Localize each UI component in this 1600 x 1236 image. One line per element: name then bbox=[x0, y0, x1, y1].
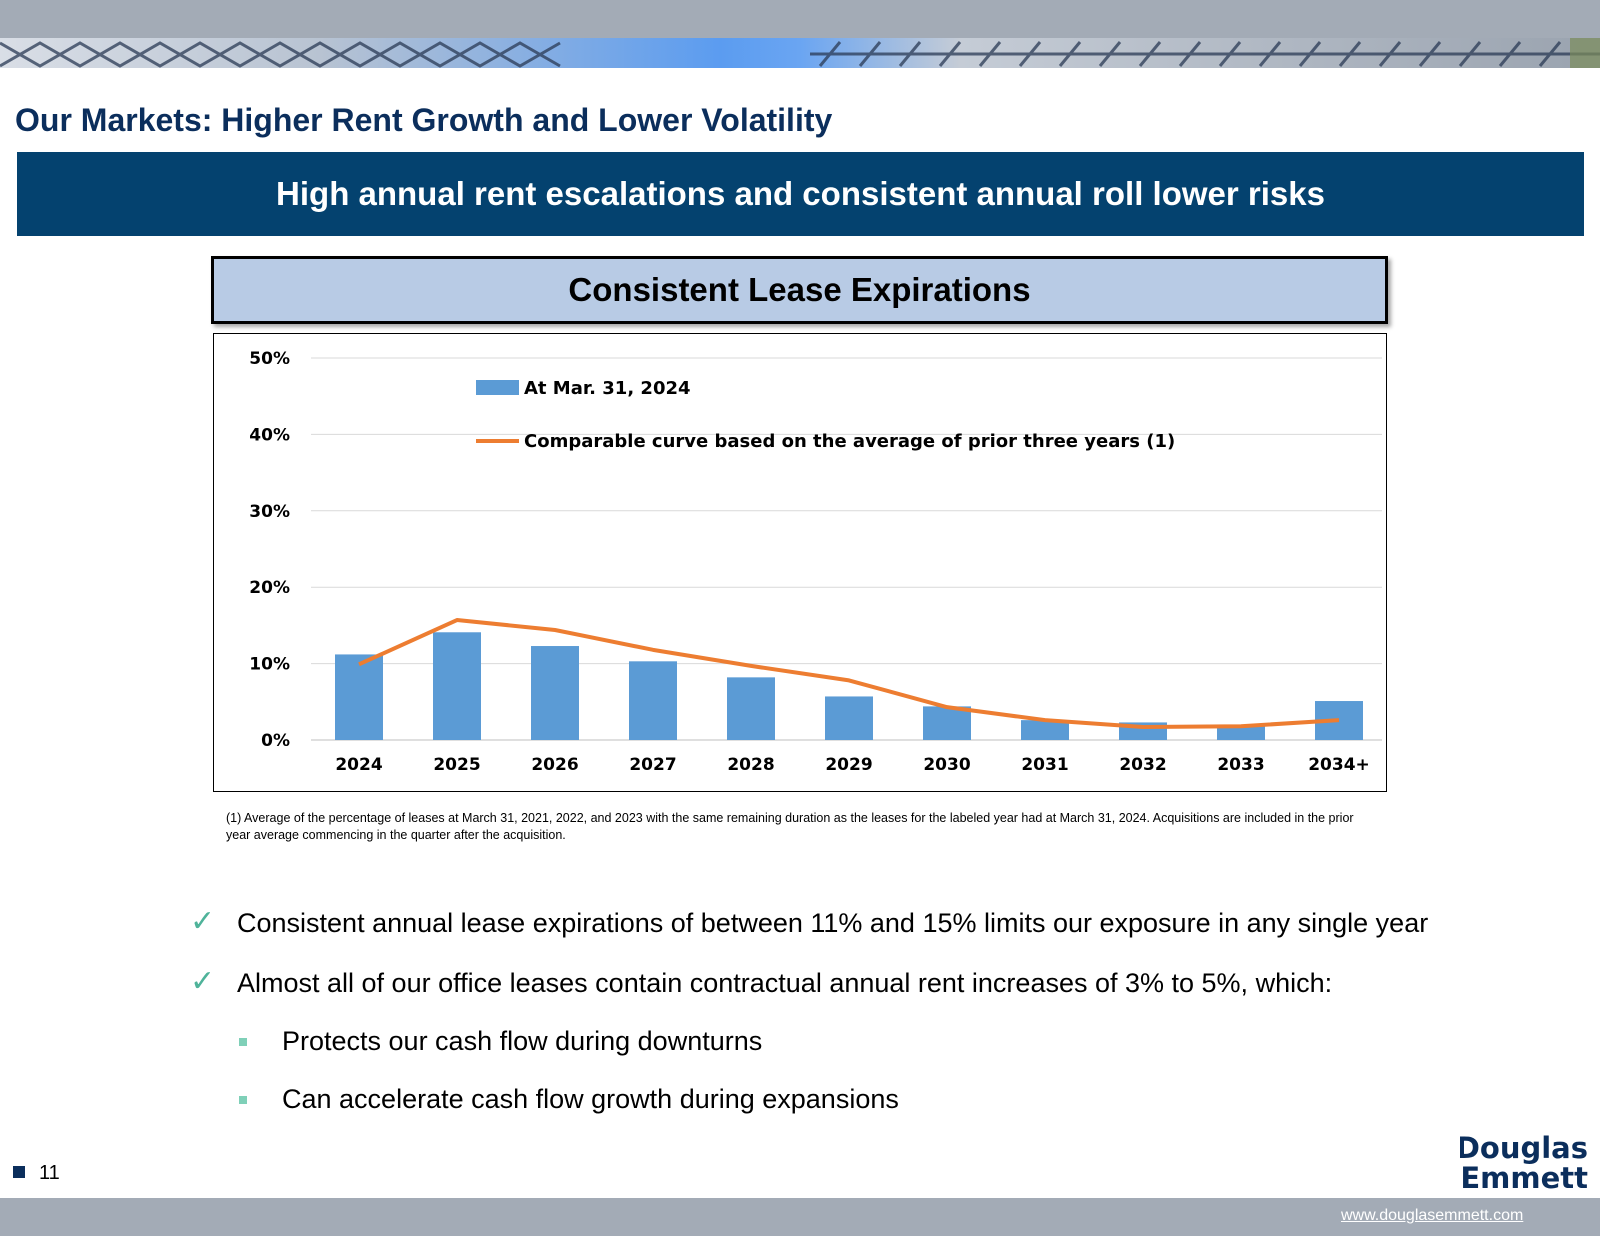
bar bbox=[335, 654, 383, 740]
svg-text:Douglas: Douglas bbox=[1460, 1131, 1588, 1165]
chart-title: Consistent Lease Expirations bbox=[568, 271, 1031, 308]
check-icon: ✓ bbox=[190, 904, 216, 939]
chart-svg: 0% 10% 20% 30% 40% 50% 2024 2025 2026 2027 2028 202… bbox=[249, 349, 1382, 775]
website-link[interactable]: www.douglasemmett.com bbox=[1341, 1207, 1524, 1224]
x-tick-label: 2033 bbox=[1217, 755, 1264, 775]
legend-bar-swatch bbox=[476, 380, 519, 395]
page-number: 11 bbox=[39, 1162, 60, 1184]
x-tick-label: 2027 bbox=[629, 755, 676, 775]
svg-text:Emmett: Emmett bbox=[1460, 1161, 1588, 1190]
bullet-item: Almost all of our office leases contain … bbox=[237, 968, 1333, 998]
check-icon: ✓ bbox=[190, 964, 216, 999]
x-tick-label: 2028 bbox=[727, 755, 774, 775]
lease-expirations-chart: 0% 10% 20% 30% 40% 50% 2024 2025 2026 2027 2028 202… bbox=[213, 333, 1387, 792]
square-bullet-icon bbox=[239, 1038, 247, 1046]
bar bbox=[825, 696, 873, 740]
bar bbox=[1021, 720, 1069, 740]
legend-label: At Mar. 31, 2024 bbox=[524, 378, 691, 399]
chart-footnote: (1) Average of the percentage of leases … bbox=[226, 811, 1354, 842]
x-tick-label: 2034+ bbox=[1308, 755, 1370, 775]
section-banner: High annual rent escalations and consist… bbox=[17, 152, 1584, 236]
page-title: Our Markets: Higher Rent Growth and Lowe… bbox=[15, 102, 833, 138]
sub-bullet-item: Can accelerate cash flow growth during e… bbox=[282, 1084, 899, 1114]
top-band bbox=[0, 0, 1600, 38]
bar bbox=[727, 677, 775, 740]
x-tick-label: 2032 bbox=[1119, 755, 1166, 775]
x-tick-label: 2030 bbox=[923, 755, 970, 775]
x-tick-label: 2029 bbox=[825, 755, 872, 775]
sub-bullet-item: Protects our cash flow during downturns bbox=[282, 1026, 763, 1056]
y-tick-label: 30% bbox=[249, 502, 290, 522]
bullet-item: Consistent annual lease expirations of b… bbox=[237, 908, 1429, 938]
building-banner-image bbox=[0, 38, 1600, 68]
bottom-band bbox=[0, 1198, 1600, 1236]
page-marker-icon bbox=[13, 1166, 25, 1178]
x-tick-label: 2031 bbox=[1021, 755, 1068, 775]
x-tick-label: 2025 bbox=[433, 755, 480, 775]
chart-title-box: Consistent Lease Expirations bbox=[211, 256, 1388, 324]
douglas-emmett-logo: Douglas Emmett bbox=[1460, 1131, 1588, 1190]
y-tick-label: 0% bbox=[261, 731, 290, 751]
y-tick-label: 50% bbox=[249, 349, 290, 369]
y-tick-label: 10% bbox=[249, 655, 290, 675]
bar bbox=[629, 661, 677, 740]
bar bbox=[531, 646, 579, 740]
bar bbox=[433, 632, 481, 740]
bar bbox=[923, 706, 971, 740]
y-tick-label: 20% bbox=[249, 578, 290, 598]
square-bullet-icon bbox=[239, 1096, 247, 1104]
legend-label: Comparable curve based on the average of… bbox=[524, 431, 1175, 452]
bar bbox=[1217, 725, 1265, 740]
x-tick-label: 2026 bbox=[531, 755, 578, 775]
y-tick-label: 40% bbox=[249, 425, 290, 445]
x-tick-label: 2024 bbox=[335, 755, 382, 775]
section-banner-text: High annual rent escalations and consist… bbox=[276, 175, 1325, 212]
